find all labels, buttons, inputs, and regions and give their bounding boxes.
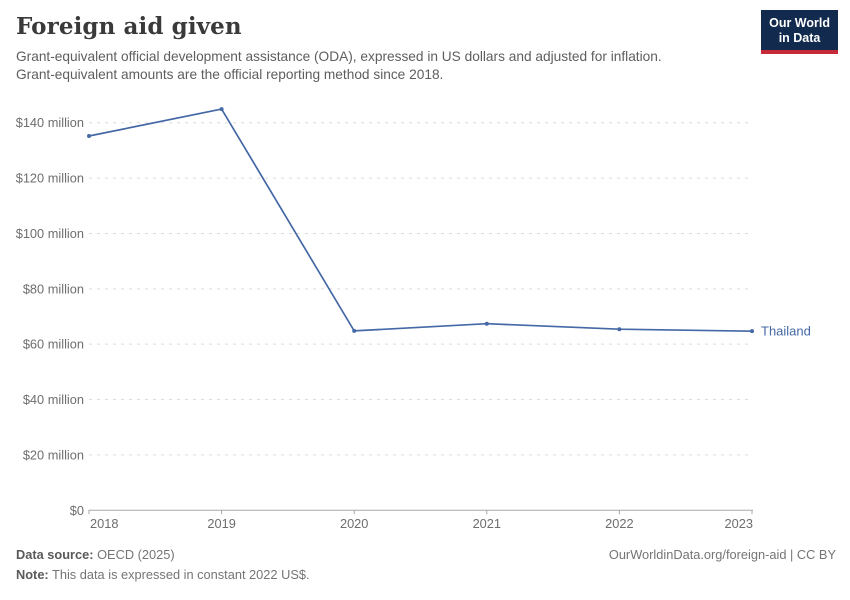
chart-footer: Data source: OECD (2025) Note: This data… xyxy=(16,545,836,585)
license-link[interactable]: OurWorldinData.org/foreign-aid | CC BY xyxy=(608,547,836,562)
y-tick-label: $80 million xyxy=(23,281,84,296)
chart-subtitle-line2: Grant-equivalent amounts are the officia… xyxy=(16,66,444,82)
y-tick-label: $20 million xyxy=(23,447,84,462)
y-tick-label: $120 million xyxy=(16,171,84,186)
data-point[interactable] xyxy=(87,133,91,138)
data-source-line: Data source: OECD (2025) xyxy=(16,545,310,565)
owid-logo[interactable]: Our World in Data xyxy=(761,10,838,54)
x-tick-label: 2022 xyxy=(605,516,633,531)
footer-left: Data source: OECD (2025) Note: This data… xyxy=(16,545,310,585)
x-tick-label: 2021 xyxy=(473,516,501,531)
x-tick-label: 2019 xyxy=(207,516,235,531)
x-tick-label: 2023 xyxy=(725,516,753,531)
data-source-label: Data source: xyxy=(16,547,94,562)
chart-subtitle: Grant-equivalent official development as… xyxy=(0,48,850,83)
x-tick-label: 2020 xyxy=(340,516,368,531)
owid-logo-line2: in Data xyxy=(778,31,821,45)
data-source-value: OECD (2025) xyxy=(93,547,175,562)
y-tick-label: $100 million xyxy=(16,226,84,241)
entity-label[interactable]: Thailand xyxy=(761,324,811,339)
note-label: Note: xyxy=(16,567,49,582)
chart-subtitle-line1: Grant-equivalent official development as… xyxy=(16,49,662,64)
y-tick-label: $140 million xyxy=(16,115,84,130)
data-point[interactable] xyxy=(484,321,489,326)
y-tick-label: $0 xyxy=(70,503,84,518)
data-point[interactable] xyxy=(219,107,224,112)
series-line xyxy=(88,108,753,333)
note-value: This data is expressed in constant 2022 … xyxy=(48,567,310,582)
owid-logo-line1: Our World xyxy=(769,16,830,30)
page-title: Foreign aid given xyxy=(16,13,242,40)
note-line: Note: This data is expressed in constant… xyxy=(16,565,310,585)
data-point[interactable] xyxy=(750,329,754,334)
y-tick-label: $60 million xyxy=(23,337,84,352)
x-tick-label: 2018 xyxy=(90,516,118,531)
data-point[interactable] xyxy=(617,327,622,332)
y-tick-label: $40 million xyxy=(23,392,84,407)
data-point[interactable] xyxy=(352,328,357,333)
chart-header: Foreign aid given Grant-equivalent offic… xyxy=(0,0,850,83)
